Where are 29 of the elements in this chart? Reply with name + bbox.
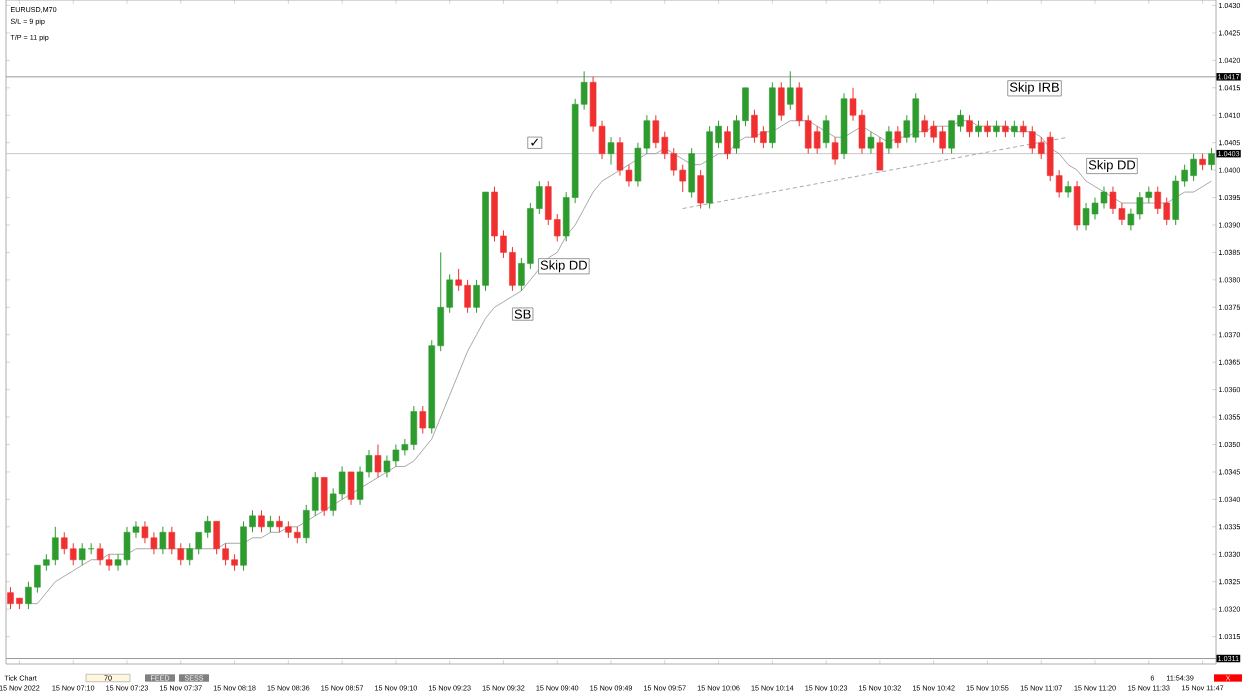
candlestick [607,136,615,166]
candlestick [652,114,660,149]
candlestick [724,125,731,160]
candlestick [787,70,794,111]
candlestick [885,125,893,155]
candlestick [1073,180,1081,231]
candlestick [69,542,77,566]
candlestick [105,553,113,572]
candlestick [894,125,902,149]
candlestick [374,444,382,478]
candlestick [347,471,355,506]
candlestick [688,147,695,199]
candlestick [419,405,427,435]
candlestick [320,476,328,517]
candlestick [258,509,265,533]
candlestick [831,136,839,166]
candlestick [778,81,785,122]
candlestick [159,526,167,555]
candlestick [78,542,86,566]
candlestick [822,114,830,149]
candlestick [867,131,875,155]
candlestick [1208,147,1215,171]
candlestick [1064,180,1072,199]
candlestick [1154,186,1162,215]
candlestick [168,526,176,555]
candlestick [697,169,704,210]
candlestick [813,125,821,155]
candlestick [876,136,884,171]
candlestick [966,114,973,138]
